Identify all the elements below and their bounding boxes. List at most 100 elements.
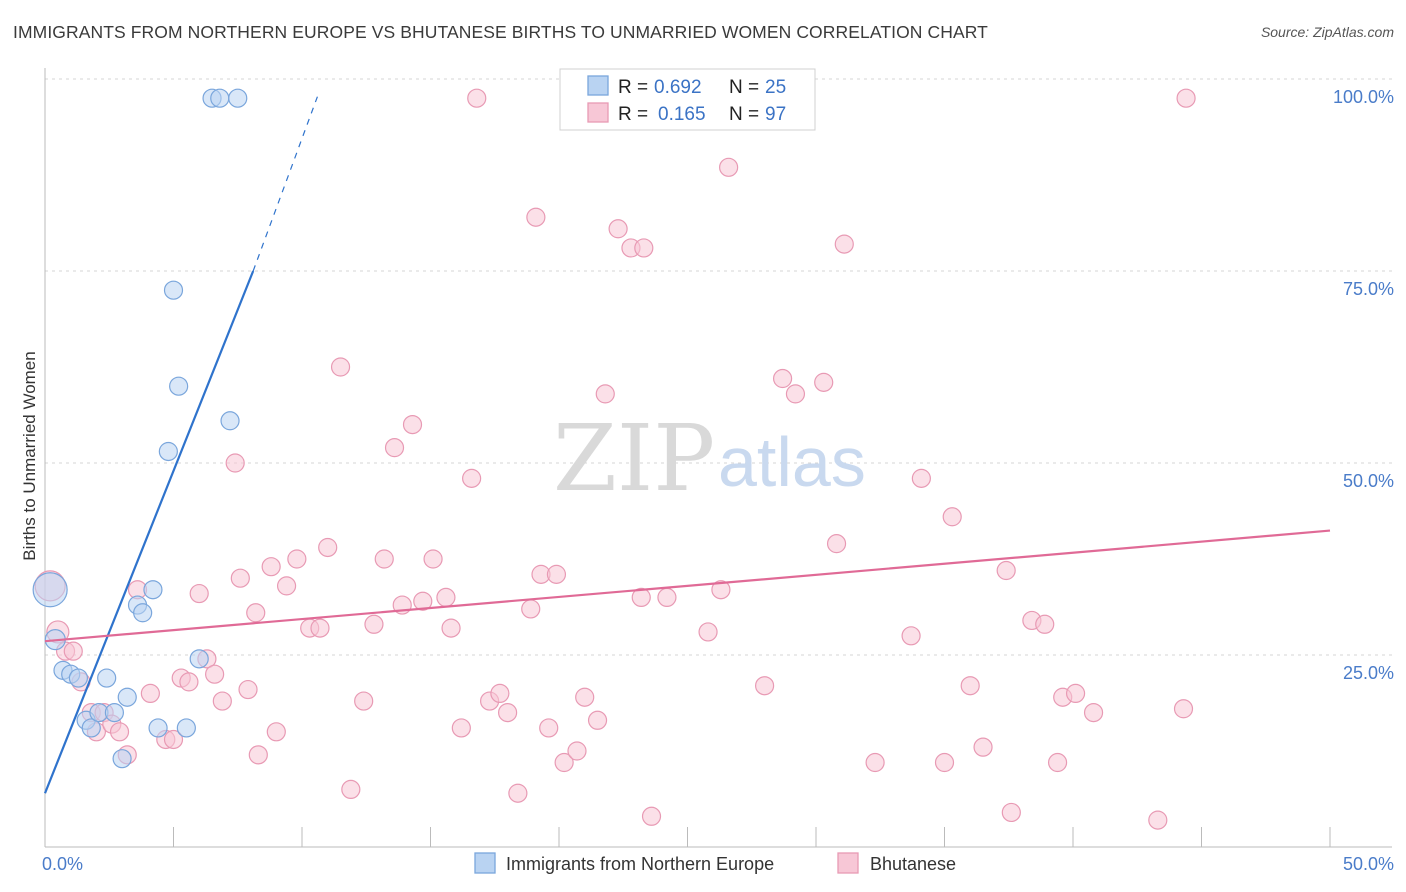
y-tick-label-25: 25.0%: [1343, 663, 1394, 683]
bhutanese-point: [462, 468, 482, 488]
y-tick-label-100: 100.0%: [1333, 87, 1394, 107]
bhutanese-point: [189, 583, 209, 604]
legend-swatch-bhutanese: [837, 852, 859, 874]
axis-layer: [44, 68, 1392, 848]
bhutanese-point: [631, 587, 651, 608]
bhutanese-point: [1001, 802, 1021, 823]
bhutanese-point: [318, 537, 338, 558]
bhutanese-point: [490, 683, 510, 704]
x-tick-label-0: 0.0%: [42, 854, 83, 874]
bhutanese-point: [266, 722, 286, 742]
bhutanese-point: [834, 234, 854, 254]
northern-europe-point: [143, 580, 163, 600]
bhutanese-point: [63, 641, 83, 661]
bhutanese-point: [657, 587, 677, 608]
bhutanese-point: [109, 722, 130, 742]
bhutanese-point: [911, 468, 931, 488]
bhutanese-point: [719, 157, 739, 177]
grid-layer: [45, 78, 1392, 656]
bhutanese-point: [539, 718, 559, 738]
watermark: ZIP atlas: [553, 405, 866, 512]
northern-europe-point: [163, 280, 184, 300]
bhutanese-point: [364, 614, 384, 634]
bhutanese-point: [1065, 683, 1086, 704]
bhutanese-point: [901, 626, 921, 646]
bhutanese-point: [865, 752, 885, 773]
bhutanese-point: [575, 687, 595, 707]
bhutanese-point: [826, 534, 847, 554]
bhutanese-point: [248, 745, 268, 765]
bhutanese-point: [451, 718, 471, 738]
bhutanese-point: [330, 357, 351, 377]
bhutanese-point: [441, 618, 461, 638]
bhutanese-point: [1047, 752, 1068, 773]
northern-europe-trend-extension: [252, 96, 318, 272]
legend-label-northern-europe: Immigrants from Northern Europe: [506, 854, 774, 874]
bhutanese-point: [567, 741, 587, 761]
bhutanese-point: [526, 207, 546, 227]
bhutanese-point: [814, 372, 834, 392]
bhutanese-point: [1173, 699, 1194, 719]
bhutanese-point: [276, 576, 297, 596]
bhutanese-point: [772, 368, 793, 389]
legend-swatch-northern-europe: [474, 852, 496, 874]
bottom-legend: Immigrants from Northern Europe Bhutanes…: [474, 852, 956, 874]
bhutanese-trend-line: [44, 529, 1331, 643]
bhutanese-point: [246, 603, 266, 623]
bhutanese-point: [587, 710, 608, 730]
stats-n-value-pink: 97: [765, 104, 786, 125]
bhutanese-point: [996, 560, 1016, 581]
bhutanese-point: [785, 384, 806, 404]
y-tick-labels: 25.0% 50.0% 75.0% 100.0%: [1333, 87, 1394, 683]
stats-r-label-pink: R =: [618, 104, 648, 125]
source-label: Source: ZipAtlas.com: [1260, 24, 1394, 40]
northern-europe-point: [81, 718, 101, 738]
stats-legend-box: R = 0.692 N = 25 R = 0.165 N = 97: [559, 68, 816, 131]
bhutanese-point: [934, 752, 955, 773]
bhutanese-point: [698, 622, 718, 642]
bhutanese-point: [546, 564, 567, 584]
northern-europe-point: [117, 687, 137, 707]
stats-r-label-blue: R =: [618, 77, 648, 98]
watermark-atlas: atlas: [718, 423, 866, 501]
bhutanese-point: [384, 438, 405, 458]
stats-swatch-blue: [587, 75, 609, 96]
northern-europe-point: [169, 376, 189, 396]
legend-label-bhutanese: Bhutanese: [870, 854, 956, 874]
bhutanese-point: [498, 702, 518, 723]
bhutanese-point: [261, 557, 281, 577]
bhutanese-point: [310, 618, 330, 638]
chart-title: IMMIGRANTS FROM NORTHERN EUROPE VS BHUTA…: [13, 22, 988, 42]
y-tick-label-75: 75.0%: [1343, 279, 1394, 299]
bhutanese-point: [521, 599, 541, 619]
northern-europe-point: [148, 718, 168, 738]
stats-r-value-pink: 0.165: [658, 104, 706, 125]
northern-europe-point: [228, 88, 248, 108]
bhutanese-point: [225, 453, 245, 473]
northern-europe-point: [32, 572, 68, 608]
bhutanese-point: [413, 591, 433, 611]
bhutanese-point: [238, 679, 258, 700]
x-tick-label-50: 50.0%: [1343, 854, 1394, 874]
bhutanese-point: [508, 783, 528, 803]
bhutanese-point: [287, 549, 307, 569]
bhutanese-point: [711, 580, 731, 600]
bhutanese-point: [341, 779, 361, 800]
trend-lines: [43, 96, 1331, 794]
stats-n-label-pink: N =: [729, 104, 759, 125]
bhutanese-point: [973, 737, 993, 757]
northern-europe-point: [189, 649, 209, 669]
stats-n-value-blue: 25: [765, 77, 786, 98]
northern-europe-point: [176, 718, 196, 738]
bhutanese-point: [230, 568, 250, 588]
bhutanese-point: [402, 415, 423, 435]
bhutanese-point: [163, 729, 184, 750]
bhutanese-point: [1176, 88, 1196, 108]
bhutanese-point: [179, 672, 199, 692]
bhutanese-point: [608, 219, 628, 239]
northern-europe-trend-line: [43, 270, 255, 794]
bhutanese-point: [595, 384, 615, 404]
bhutanese-point: [942, 507, 962, 527]
bhutanese-point: [1035, 614, 1055, 634]
